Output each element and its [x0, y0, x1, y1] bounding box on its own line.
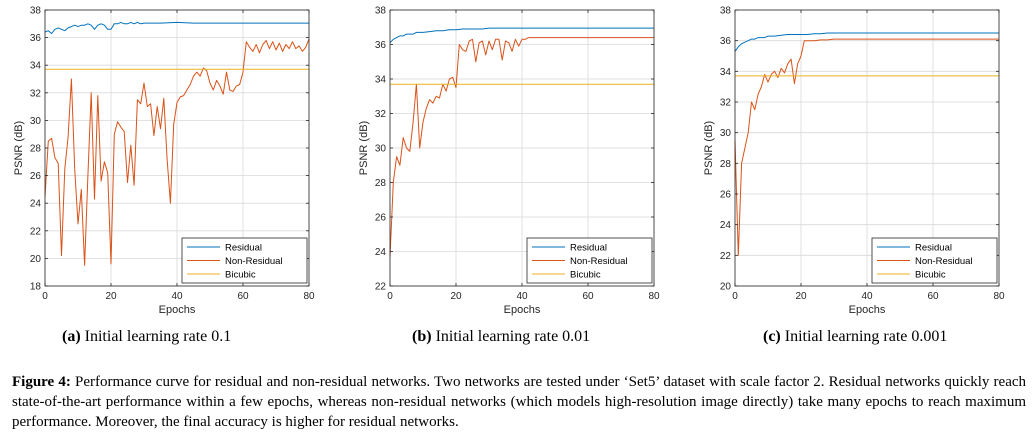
subcaption-c-text: Initial learning rate 0.001	[784, 328, 948, 345]
chart-a-svg: 18 20 22 24 26 28 30 32 34 36 38 0 20 40 60 80 Epochs PSN…	[13, 6, 315, 317]
subcaption-b-text: Initial learning rate 0.01	[435, 328, 591, 345]
x-tick-label-a: 40	[171, 291, 183, 302]
y-tick-label-a: 20	[30, 254, 42, 265]
legend-label-b-0: Residual	[570, 243, 607, 254]
x-tick-label-c: 20	[795, 291, 807, 302]
subcaption-a-label: (a)	[62, 328, 81, 345]
series-line-b-residual	[389, 27, 654, 44]
y-tick-label-a: 18	[30, 282, 42, 293]
y-tick-label-c: 36	[720, 36, 732, 47]
x-tick-label-b: 0	[387, 291, 393, 302]
y-tick-label-b: 22	[375, 282, 387, 293]
series-line-b-non-residual	[389, 37, 654, 257]
y-tick-label-a: 28	[30, 144, 42, 155]
y-tick-label-b: 34	[375, 75, 387, 86]
x-tick-label-a: 80	[303, 291, 315, 302]
legend-label-b-2: Bicubic	[570, 270, 601, 281]
figure-caption-text: Performance curve for residual and non-r…	[12, 374, 1027, 430]
chart-panel-b: 22 24 26 28 30 32 34 36 38 0 20 40 60 80 Epochs PSNR (d…	[345, 0, 690, 322]
y-tick-label-c: 20	[720, 282, 732, 293]
x-axis-title-c: Epochs	[849, 304, 886, 316]
legend-label-a-0: Residual	[225, 243, 262, 254]
y-tick-label-b: 36	[375, 40, 387, 51]
y-tick-label-a: 34	[30, 61, 42, 72]
y-tick-label-c: 32	[720, 98, 732, 109]
y-tick-label-a: 22	[30, 226, 42, 237]
x-tick-label-a: 20	[105, 291, 117, 302]
y-tick-label-b: 28	[375, 178, 387, 189]
series-line-a-residual	[44, 21, 309, 34]
y-tick-label-a: 32	[30, 88, 42, 99]
x-tick-label-b: 20	[450, 291, 462, 302]
y-tick-label-c: 38	[720, 6, 732, 17]
x-axis-title-b: Epochs	[504, 304, 541, 316]
series-line-c-residual	[734, 32, 999, 52]
y-axis-title-a: PSNR (dB)	[13, 121, 25, 175]
subcaption-c: (c) Initial learning rate 0.001	[763, 328, 947, 346]
chart-b-svg: 22 24 26 28 30 32 34 36 38 0 20 40 60 80 Epochs PSNR (d…	[358, 6, 660, 317]
legend-label-b-1: Non-Residual	[570, 256, 628, 267]
x-tick-label-a: 60	[237, 291, 249, 302]
chart-panel-c: 20 22 24 26 28 30 32 34 36 38 0 20 40 60 80 Epochs PSNR …	[690, 0, 1036, 322]
chart-panel-a: 18 20 22 24 26 28 30 32 34 36 38 0 20 40 60 80 Epochs PSN…	[0, 0, 345, 322]
y-tick-label-a: 36	[30, 33, 42, 44]
y-axis-title-c: PSNR (dB)	[703, 121, 715, 175]
y-tick-label-c: 34	[720, 67, 732, 78]
subcaption-c-label: (c)	[763, 328, 781, 345]
figure-caption-label: Figure 4:	[12, 374, 71, 390]
x-tick-label-b: 60	[582, 291, 594, 302]
subcaption-b-label: (b)	[412, 328, 432, 345]
x-tick-label-c: 0	[732, 291, 738, 302]
series-line-c-non-residual	[734, 38, 999, 256]
x-tick-label-a: 0	[42, 291, 48, 302]
y-tick-label-c: 28	[720, 159, 732, 170]
subcaption-a-text: Initial learning rate 0.1	[84, 328, 232, 345]
y-tick-label-c: 24	[720, 220, 732, 231]
x-tick-label-c: 60	[927, 291, 939, 302]
legend-label-a-1: Non-Residual	[225, 256, 283, 267]
y-tick-label-a: 38	[30, 6, 42, 17]
y-tick-label-c: 26	[720, 190, 732, 201]
x-tick-label-c: 80	[993, 291, 1005, 302]
y-tick-label-b: 38	[375, 6, 387, 17]
y-tick-label-a: 26	[30, 171, 42, 182]
y-tick-label-b: 26	[375, 213, 387, 224]
y-tick-label-a: 24	[30, 199, 42, 210]
y-tick-label-b: 32	[375, 109, 387, 120]
x-tick-label-b: 40	[516, 291, 528, 302]
x-tick-label-b: 80	[648, 291, 660, 302]
legend-label-c-1: Non-Residual	[915, 256, 973, 267]
legend-label-c-0: Residual	[915, 243, 952, 254]
subcaption-b: (b) Initial learning rate 0.01	[412, 328, 590, 346]
y-tick-label-b: 24	[375, 247, 387, 258]
y-tick-label-b: 30	[375, 144, 387, 155]
y-tick-label-c: 22	[720, 251, 732, 262]
figure-caption: Figure 4: Performance curve for residual…	[12, 372, 1026, 432]
y-tick-label-a: 30	[30, 116, 42, 127]
y-axis-title-b: PSNR (dB)	[358, 121, 370, 175]
series-line-a-non-residual	[44, 38, 310, 266]
x-tick-label-c: 40	[861, 291, 873, 302]
legend-label-c-2: Bicubic	[915, 270, 946, 281]
legend-label-a-2: Bicubic	[225, 270, 256, 281]
subcaption-a: (a) Initial learning rate 0.1	[62, 328, 231, 346]
x-axis-title-a: Epochs	[159, 304, 196, 316]
y-tick-label-c: 30	[720, 128, 732, 139]
